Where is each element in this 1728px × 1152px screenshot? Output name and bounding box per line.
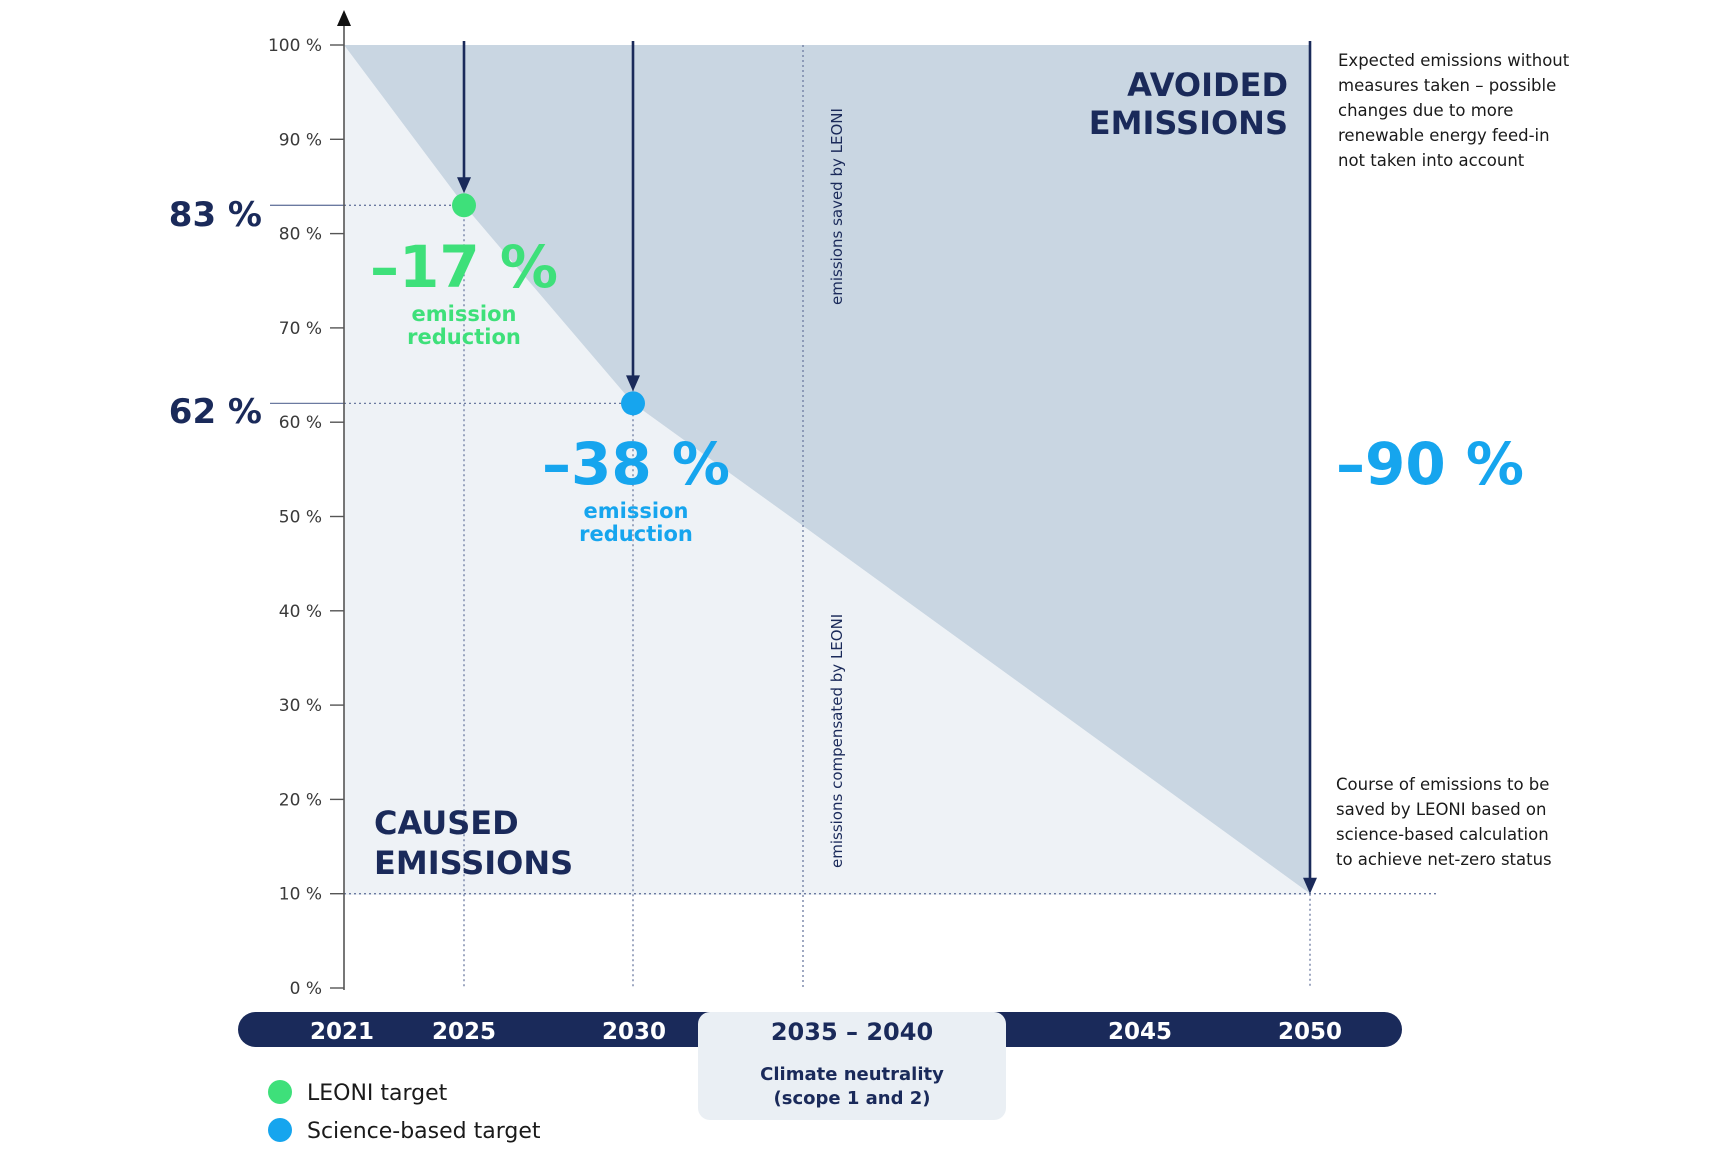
reduction-38-pct: –38 % xyxy=(542,430,730,498)
x-tick-2030: 2030 xyxy=(602,1019,666,1045)
x-tick-2025: 2025 xyxy=(432,1019,496,1045)
y-tick-label: 50 % xyxy=(279,508,322,528)
y-tick-label: 80 % xyxy=(279,225,322,245)
avoided-label-2: EMISSIONS xyxy=(1089,104,1288,142)
callout-62-percent: 62 % xyxy=(169,392,262,432)
note-bottom: Course of emissions to be saved by LEONI… xyxy=(1336,775,1552,869)
svg-text:science-based calculation: science-based calculation xyxy=(1336,825,1549,844)
svg-text:Expected emissions without: Expected emissions without xyxy=(1338,51,1570,70)
legend-swatch-science xyxy=(268,1118,292,1142)
svg-text:renewable energy feed-in: renewable energy feed-in xyxy=(1338,126,1550,145)
y-tick-label: 10 % xyxy=(279,885,322,905)
caused-emissions-area xyxy=(344,45,1310,894)
svg-text:to achieve net-zero status: to achieve net-zero status xyxy=(1336,850,1552,869)
legend-item-science: Science-based target xyxy=(307,1119,541,1144)
x-tick-2050: 2050 xyxy=(1278,1019,1342,1045)
svg-text:changes due to more: changes due to more xyxy=(1338,101,1513,120)
timeline-highlight-label: 2035 – 2040 xyxy=(771,1018,933,1046)
svg-text:not taken into account: not taken into account xyxy=(1338,151,1525,170)
avoided-label-1: AVOIDED xyxy=(1127,66,1288,104)
y-tick-label: 70 % xyxy=(279,319,322,339)
target-points xyxy=(452,193,645,416)
legend: LEONI target Science-based target xyxy=(268,1080,541,1144)
reduction-17-label-1: emission xyxy=(412,302,517,326)
svg-text:Course of emissions to be: Course of emissions to be xyxy=(1336,775,1549,794)
legend-item-leoni: LEONI target xyxy=(307,1081,448,1106)
svg-text:measures taken – possible: measures taken – possible xyxy=(1338,76,1556,95)
svg-text:saved by LEONI based on: saved by LEONI based on xyxy=(1336,800,1547,819)
y-tick-label: 0 % xyxy=(290,979,322,999)
arrow-2030-head-icon xyxy=(626,375,640,392)
timeline-highlight-caption-2: (scope 1 and 2) xyxy=(774,1088,931,1109)
arrow-2050-head-icon xyxy=(1303,877,1317,894)
callout-83-percent: 83 % xyxy=(169,195,262,235)
timeline-highlight-box xyxy=(698,1012,1006,1120)
y-tick-label: 40 % xyxy=(279,602,322,622)
y-tick-label: 90 % xyxy=(279,130,322,150)
saved-vertical-label: emissions saved by LEONI xyxy=(828,108,846,305)
y-axis xyxy=(337,10,351,990)
avoided-emissions-area xyxy=(344,45,1310,894)
y-tick-label: 100 % xyxy=(268,36,322,56)
reduction-38-label-2: reduction xyxy=(579,522,693,546)
arrow-2025-head-icon xyxy=(457,177,471,194)
y-tick-label: 60 % xyxy=(279,413,322,433)
y-axis-arrow-icon xyxy=(337,10,351,26)
reduction-38-label-1: emission xyxy=(584,499,689,523)
caused-label-1: CAUSED xyxy=(374,804,519,842)
reduction-90-pct: –90 % xyxy=(1336,430,1524,498)
caused-label-2: EMISSIONS xyxy=(374,844,573,882)
x-tick-2045: 2045 xyxy=(1108,1019,1172,1045)
guide-lines xyxy=(270,45,1438,988)
legend-swatch-leoni xyxy=(268,1080,292,1104)
target-point-2025 xyxy=(452,193,476,218)
y-ticks: 100 % 90 % 80 % 70 % 60 % 50 % 40 % 30 % 20 % 10 … xyxy=(268,36,344,999)
x-tick-2021: 2021 xyxy=(310,1019,374,1045)
note-top: Expected emissions without measures take… xyxy=(1338,51,1570,170)
reduction-17-pct: –17 % xyxy=(370,233,558,301)
timeline-bar xyxy=(238,1012,1402,1120)
target-point-2030 xyxy=(621,391,645,416)
x-tick-labels: 2021 2025 2030 2045 2050 xyxy=(310,1019,1342,1045)
y-tick-label: 20 % xyxy=(279,790,322,810)
y-tick-label: 30 % xyxy=(279,696,322,716)
reduction-arrows xyxy=(457,41,1317,894)
compensated-vertical-label: emissions compensated by LEONI xyxy=(828,614,846,868)
timeline-highlight-caption-1: Climate neutrality xyxy=(760,1064,944,1085)
reduction-17-label-2: reduction xyxy=(407,325,521,349)
